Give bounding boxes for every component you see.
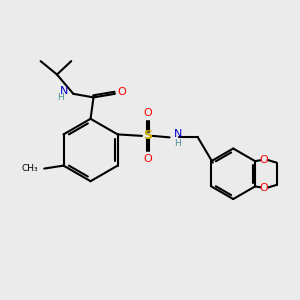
Text: O: O [260,183,268,193]
Text: H: H [58,93,64,102]
Text: CH₃: CH₃ [21,164,38,173]
Text: H: H [174,140,181,148]
Text: O: O [117,87,126,97]
Text: N: N [174,129,182,140]
Text: S: S [143,129,152,142]
Text: O: O [143,108,152,118]
Text: O: O [143,154,152,164]
Text: N: N [60,86,68,96]
Text: O: O [260,155,268,165]
